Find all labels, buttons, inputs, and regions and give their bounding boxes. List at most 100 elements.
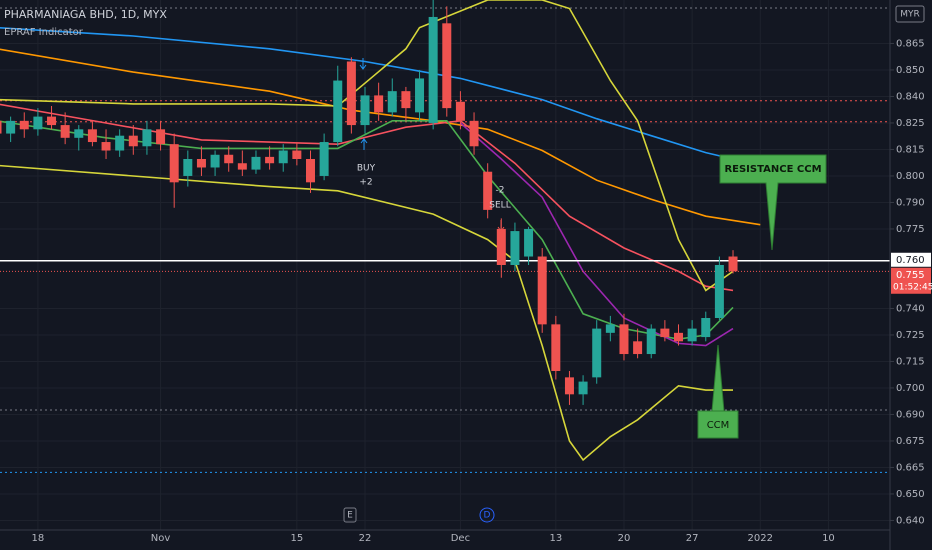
candle-body <box>237 163 247 170</box>
y-tick-label: 0.740 <box>896 303 925 314</box>
y-tick-label: 0.640 <box>896 515 925 526</box>
candle-body <box>319 142 329 176</box>
candle-body <box>224 154 234 164</box>
indicator-line <box>0 164 733 462</box>
y-tick-label: 0.690 <box>896 409 925 420</box>
x-tick-label: Dec <box>451 533 470 544</box>
y-tick-label: 0.650 <box>896 489 925 500</box>
candle-body <box>619 324 629 355</box>
y-tick-label: 0.840 <box>896 91 925 102</box>
buy-marker <box>359 58 367 70</box>
event-e: E <box>347 511 353 521</box>
candle-body <box>0 120 2 134</box>
support-callout <box>697 344 739 439</box>
y-tick-label: 0.815 <box>896 144 925 155</box>
candle-body <box>360 95 370 126</box>
candle-body <box>578 381 588 395</box>
candle-body <box>469 120 479 147</box>
event-e-box <box>343 507 357 523</box>
last-price-box <box>891 267 931 294</box>
candle-body <box>183 159 193 176</box>
candle-body <box>74 129 84 138</box>
chart-title: PHARMANIAGA BHD, 1D, MYX <box>4 8 167 21</box>
event-d-circle <box>479 507 495 523</box>
candle-body <box>19 120 29 130</box>
x-tick-label: 10 <box>822 533 835 544</box>
y-tick-label: 0.700 <box>896 383 925 394</box>
candle-body <box>537 256 547 325</box>
x-tick-label: 27 <box>686 533 699 544</box>
candle-body <box>455 101 465 121</box>
sell-arrow <box>497 220 505 232</box>
x-tick-label: 20 <box>618 533 631 544</box>
candle-body <box>265 156 275 164</box>
chart-subtitle: EPRAF Indicator <box>4 27 84 38</box>
candle-body <box>728 256 738 272</box>
candle-body <box>701 318 711 338</box>
candle-body <box>142 129 152 147</box>
candle-body <box>483 171 493 210</box>
event-d: D <box>484 511 491 521</box>
candle-body <box>169 144 179 183</box>
x-tick-label: 2022 <box>748 533 773 544</box>
candle-body <box>305 159 315 183</box>
candle-body <box>292 150 302 159</box>
indicator-line <box>0 0 734 292</box>
resistance-callout <box>719 154 827 251</box>
candle-body <box>251 156 261 170</box>
resistance-label: RESISTANCE CCM <box>724 164 821 175</box>
x-tick-label: Nov <box>151 533 171 544</box>
buy-label: BUY <box>357 164 376 174</box>
candle-body <box>128 135 138 147</box>
candle-body <box>60 125 70 138</box>
candle-body <box>674 332 683 342</box>
candle-body <box>660 328 670 338</box>
candle-body <box>101 142 111 151</box>
candle-body <box>564 377 574 395</box>
buy-arrow <box>360 138 368 150</box>
indicator-line <box>459 122 734 347</box>
candle-body <box>87 129 97 143</box>
sell-count: -2 <box>496 186 505 196</box>
x-tick-label: 22 <box>359 533 372 544</box>
candle-body <box>47 116 57 126</box>
resistance-price-box <box>891 252 931 267</box>
candle-body <box>524 228 534 257</box>
y-tick-label: 0.800 <box>896 171 925 182</box>
last-price: 0.755 <box>896 270 925 281</box>
y-tick-label: 0.790 <box>896 197 925 208</box>
candle-body <box>646 328 656 355</box>
candle-body <box>6 120 16 134</box>
candle-body <box>428 16 438 123</box>
x-tick-label: 18 <box>32 533 45 544</box>
y-tick-label: 0.865 <box>896 38 925 49</box>
candle-body <box>387 91 397 113</box>
candle-body <box>442 23 452 109</box>
indicator-line <box>0 48 761 226</box>
countdown: 01:52:45 <box>893 282 932 292</box>
candle-body <box>196 159 206 168</box>
y-tick-label: 0.850 <box>896 65 925 76</box>
support-label: CCM <box>707 420 730 431</box>
sell-label: SELL <box>489 201 510 211</box>
candle-body <box>374 95 384 113</box>
resistance-price: 0.760 <box>896 255 925 266</box>
candle-body <box>115 135 125 151</box>
candle-body <box>592 328 602 378</box>
candle-body <box>496 228 506 265</box>
candle-body <box>510 231 520 265</box>
currency-box <box>895 5 925 23</box>
candle-body <box>714 265 724 318</box>
indicator-line <box>0 26 734 160</box>
candle-body <box>156 129 166 145</box>
y-tick-label: 0.825 <box>896 118 925 129</box>
candle-body <box>551 324 561 371</box>
candle-body <box>415 78 425 113</box>
candle-body <box>401 91 411 109</box>
candle-body <box>346 61 356 126</box>
currency: MYR <box>900 10 920 20</box>
y-tick-label: 0.715 <box>896 356 925 367</box>
indicator-line <box>0 103 734 292</box>
